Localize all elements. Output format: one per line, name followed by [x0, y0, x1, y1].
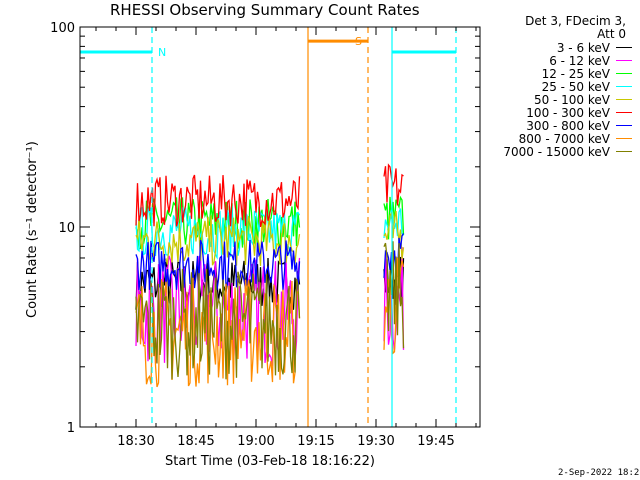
y-tick-label-2: 100	[50, 21, 75, 36]
chart-title: RHESSI Observing Summary Count Rates	[110, 1, 420, 19]
x-tick-label-5: 19:45	[417, 434, 454, 449]
trace-7000-15000-kev-seg0	[135, 268, 301, 380]
legend-item-label: 800 - 7000 keV	[518, 131, 610, 146]
legend-swatch	[616, 86, 632, 87]
flag-S-label: S	[355, 35, 362, 48]
y-tick-label-0: 1	[67, 421, 75, 436]
legend-item-label: 12 - 25 keV	[541, 66, 610, 81]
x-tick-label-1: 18:45	[177, 434, 214, 449]
legend-swatch	[616, 99, 632, 100]
legend-swatch	[616, 47, 632, 48]
legend-item: 100 - 300 keV	[526, 105, 632, 120]
legend-item: 6 - 12 keV	[549, 53, 632, 68]
x-tick-label-0: 18:30	[117, 434, 154, 449]
legend-item-label: 7000 - 15000 keV	[503, 144, 610, 159]
legend-item: 3 - 6 keV	[556, 40, 632, 55]
flag-N-label: N	[158, 46, 166, 59]
x-tick-label-4: 19:30	[357, 434, 394, 449]
data-traces	[135, 163, 405, 388]
legend-item-label: 3 - 6 keV	[556, 40, 610, 55]
legend-swatch	[616, 125, 632, 126]
legend-swatch	[616, 112, 632, 113]
legend-item: 25 - 50 keV	[541, 79, 632, 94]
legend-item-label: 300 - 800 keV	[526, 118, 610, 133]
x-tick-label-2: 19:00	[237, 434, 274, 449]
legend-item: 12 - 25 keV	[541, 66, 632, 81]
legend-header-detector: Det 3, FDecim 3,	[525, 14, 626, 28]
legend-item: 300 - 800 keV	[526, 118, 632, 133]
trace-7000-15000-kev-seg1	[383, 241, 405, 349]
trace-12-25-kev-seg1	[383, 195, 405, 240]
legend-item-label: 50 - 100 keV	[533, 92, 610, 107]
legend-item-label: 25 - 50 keV	[541, 79, 610, 94]
legend-item-label: 6 - 12 keV	[549, 53, 610, 68]
trace-50-100-kev-seg1	[383, 210, 405, 260]
trace-50-100-kev-seg0	[135, 215, 301, 266]
legend-swatch	[616, 138, 632, 139]
legend-item: 50 - 100 keV	[533, 92, 632, 107]
legend-item: 7000 - 15000 keV	[503, 144, 632, 159]
legend-swatch	[616, 151, 632, 152]
flag-markers: NS	[80, 27, 457, 427]
x-tick-label-3: 19:15	[297, 434, 334, 449]
trace-100-300-kev-seg0	[135, 174, 301, 228]
legend-swatch	[616, 60, 632, 61]
y-axis-label: Count Rate (s⁻¹ detector⁻¹)	[25, 141, 40, 318]
legend-item: 800 - 7000 keV	[518, 131, 632, 146]
x-axis-label: Start Time (03-Feb-18 18:16:22)	[165, 454, 375, 469]
render-timestamp: 2-Sep-2022 18:21	[558, 468, 640, 478]
legend-item-label: 100 - 300 keV	[526, 105, 610, 120]
legend-header-attenuator: Att 0	[597, 27, 626, 41]
axis-ticks: 18:30 18:45 19:00 19:15 19:30 19:45 1 10 100	[50, 21, 480, 449]
legend-swatch	[616, 73, 632, 74]
trace-100-300-kev-seg1	[383, 163, 404, 206]
trace-300-800-kev-seg0	[135, 239, 301, 291]
y-tick-label-1: 10	[58, 221, 75, 236]
